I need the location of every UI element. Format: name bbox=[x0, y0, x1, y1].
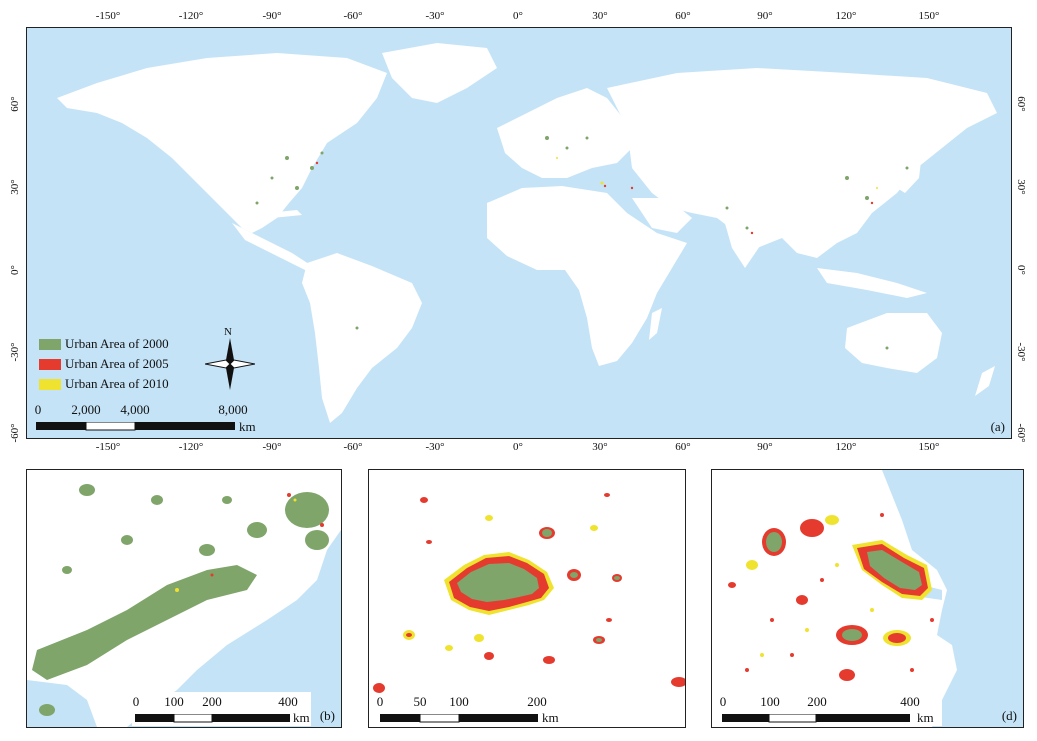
scalebar-label: 100 bbox=[760, 694, 780, 709]
scalebar-label: 400 bbox=[900, 694, 920, 709]
lat-tick-right: 30° bbox=[1015, 179, 1027, 195]
panel-d-yangtze-delta[interactable]: 0 100 200 400 km (d) bbox=[711, 469, 1024, 728]
japan-islands bbox=[897, 148, 922, 193]
lon-tick-bottom: -90° bbox=[262, 441, 282, 453]
scalebar-unit: km bbox=[239, 419, 256, 434]
lon-tick-top: -60° bbox=[343, 10, 363, 22]
panel-c-map bbox=[373, 493, 685, 693]
lon-tick-top: -90° bbox=[262, 10, 282, 22]
lat-tick-left: 60° bbox=[9, 96, 21, 112]
lat-tick-right: 0° bbox=[1015, 265, 1027, 275]
africa-landmass bbox=[487, 186, 687, 366]
north-america-landmass bbox=[57, 53, 387, 233]
lon-tick-bottom: 120° bbox=[835, 441, 857, 453]
australia-landmass bbox=[845, 313, 942, 373]
lon-tick-bottom: 150° bbox=[918, 441, 940, 453]
greenland-landmass bbox=[382, 43, 497, 103]
scalebar-label: 400 bbox=[278, 694, 298, 709]
asia-landmass bbox=[607, 68, 997, 258]
legend-swatch-2000 bbox=[39, 338, 61, 350]
panel-label-a: (a) bbox=[990, 419, 1005, 434]
europe-landmass bbox=[497, 88, 632, 178]
lat-tick-left: -60° bbox=[9, 423, 21, 443]
panel-c-city[interactable]: 0 50 100 200 km bbox=[368, 469, 686, 728]
scalebar-label: 0 bbox=[34, 402, 42, 417]
scalebar-label: 200 bbox=[202, 694, 222, 709]
scalebar-unit: km bbox=[542, 710, 559, 725]
lon-tick-top: -120° bbox=[178, 10, 204, 22]
scalebar bbox=[36, 422, 235, 431]
lon-tick-top: 0° bbox=[513, 10, 523, 22]
caribbean-islands bbox=[267, 210, 302, 218]
world-map-land bbox=[57, 43, 997, 423]
world-map-panel[interactable]: Urban Area of 2000 Urban Area of 2005 Ur… bbox=[26, 27, 1012, 439]
lon-tick-bottom: 30° bbox=[592, 441, 608, 453]
scalebar-label: 0 bbox=[719, 694, 727, 709]
panel-b-scalebar bbox=[135, 714, 290, 723]
legend-label-2010: Urban Area of 2010 bbox=[65, 376, 169, 391]
lon-tick-bottom: -60° bbox=[343, 441, 363, 453]
scalebar-label: 50 bbox=[413, 694, 427, 709]
central-america-landmass bbox=[232, 223, 312, 270]
lon-tick-top: -30° bbox=[425, 10, 445, 22]
lat-tick-right: 60° bbox=[1015, 96, 1027, 112]
lon-tick-bottom: -30° bbox=[425, 441, 445, 453]
panel-b-northeast-us[interactable]: 0 100 200 400 km (b) bbox=[26, 469, 342, 728]
legend-label-2000: Urban Area of 2000 bbox=[65, 336, 169, 351]
scalebar-label: 200 bbox=[807, 694, 827, 709]
lon-tick-bottom: -120° bbox=[178, 441, 204, 453]
scalebar-label: 2,000 bbox=[71, 402, 101, 417]
scalebar-unit: km bbox=[293, 710, 310, 725]
panel-b-map bbox=[27, 484, 341, 727]
southeast-asia-islands bbox=[817, 268, 927, 298]
north-arrow-icon bbox=[205, 338, 255, 390]
legend-item-2000: Urban Area of 2000 bbox=[39, 336, 169, 352]
panel-d-scalebar bbox=[722, 714, 910, 723]
lon-tick-top: 60° bbox=[675, 10, 691, 22]
legend-swatch-2005 bbox=[39, 358, 61, 370]
panel-label-d: (d) bbox=[1001, 708, 1017, 723]
lon-tick-top: 120° bbox=[835, 10, 857, 22]
scalebar-label: 4,000 bbox=[120, 402, 150, 417]
south-america-landmass bbox=[302, 253, 422, 423]
legend-label-2005: Urban Area of 2005 bbox=[65, 356, 169, 371]
panel-d-map bbox=[728, 470, 1023, 727]
lon-tick-top: 30° bbox=[592, 10, 608, 22]
lat-tick-right: -60° bbox=[1015, 423, 1027, 443]
scalebar-unit: km bbox=[917, 710, 934, 725]
panel-c-scalebar bbox=[380, 714, 538, 723]
scalebar-label: 200 bbox=[527, 694, 547, 709]
scalebar-label: 100 bbox=[449, 694, 469, 709]
arabian-peninsula bbox=[632, 198, 692, 233]
legend-swatch-2010 bbox=[39, 378, 61, 390]
lon-tick-top: -150° bbox=[95, 10, 121, 22]
lat-tick-left: 0° bbox=[9, 265, 21, 275]
lon-tick-top: 150° bbox=[918, 10, 940, 22]
scalebar-label: 100 bbox=[164, 694, 184, 709]
lon-tick-bottom: 60° bbox=[675, 441, 691, 453]
lon-tick-bottom: -150° bbox=[95, 441, 121, 453]
scalebar-label: 0 bbox=[376, 694, 384, 709]
lat-tick-right: -30° bbox=[1015, 342, 1027, 362]
lon-tick-bottom: 0° bbox=[513, 441, 523, 453]
indian-subcontinent bbox=[722, 213, 767, 268]
lon-tick-bottom: 90° bbox=[757, 441, 773, 453]
madagascar-island bbox=[649, 308, 662, 340]
lat-tick-left: -30° bbox=[9, 342, 21, 362]
lat-tick-left: 30° bbox=[9, 179, 21, 195]
panel-label-b: (b) bbox=[319, 708, 335, 723]
lon-tick-top: 90° bbox=[757, 10, 773, 22]
north-label: N bbox=[224, 326, 232, 338]
scalebar-label: 0 bbox=[132, 694, 140, 709]
legend-item-2005: Urban Area of 2005 bbox=[39, 356, 169, 372]
scalebar-label: 8,000 bbox=[218, 402, 248, 417]
legend-item-2010: Urban Area of 2010 bbox=[39, 376, 169, 392]
new-zealand-islands bbox=[975, 366, 995, 396]
